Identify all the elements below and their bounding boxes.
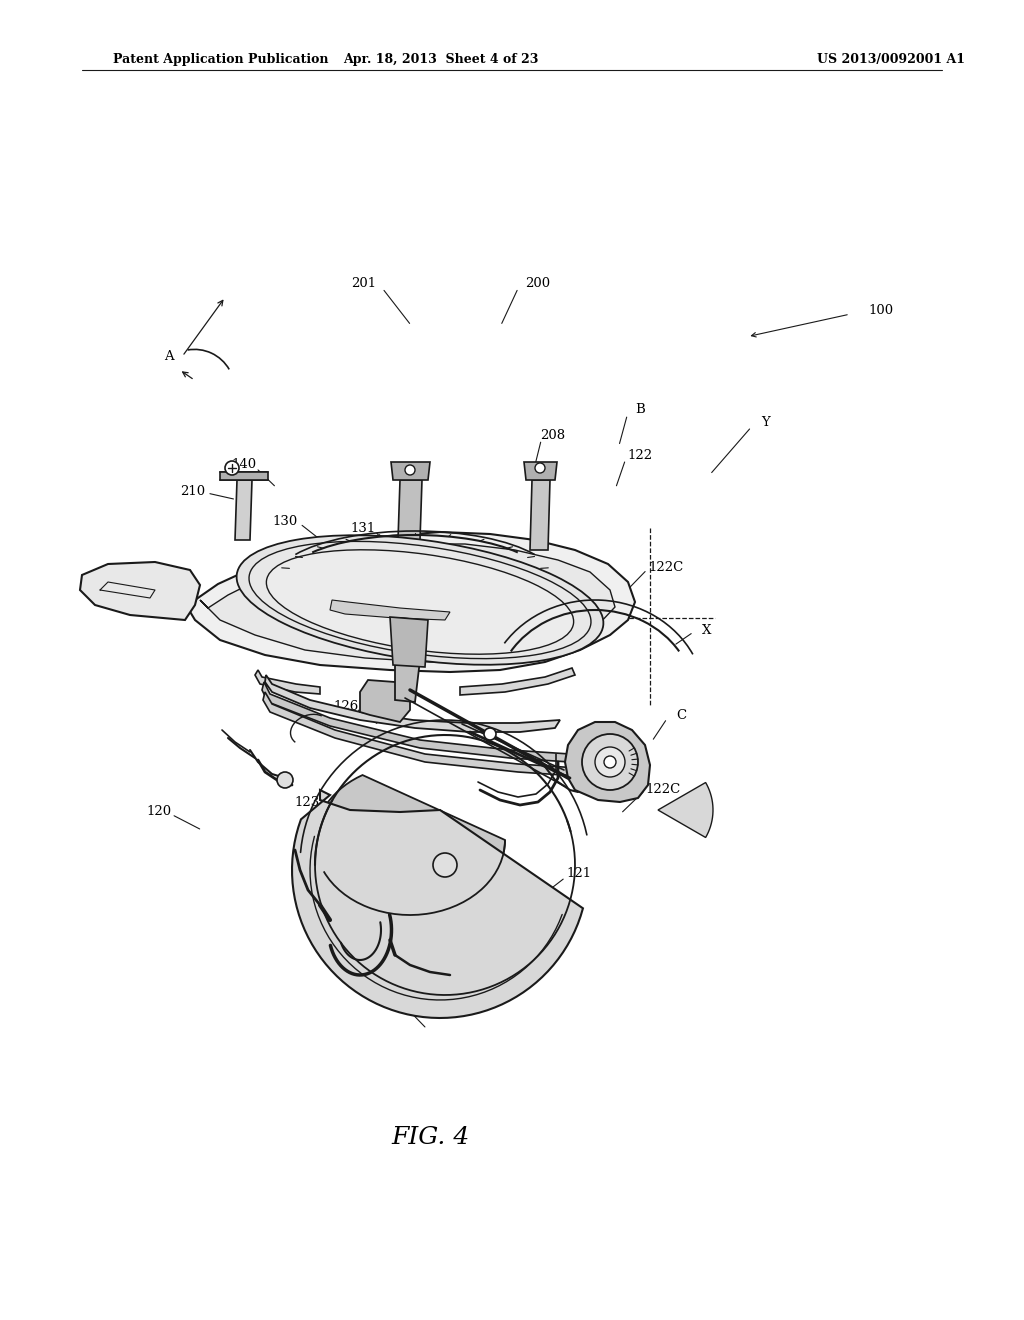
Text: 130: 130 bbox=[272, 515, 297, 528]
Text: 201: 201 bbox=[351, 277, 376, 290]
Polygon shape bbox=[234, 480, 252, 540]
Text: 120: 120 bbox=[146, 805, 171, 818]
Text: B: B bbox=[635, 403, 645, 416]
Circle shape bbox=[595, 747, 625, 777]
Polygon shape bbox=[391, 462, 430, 480]
Polygon shape bbox=[220, 473, 268, 480]
Polygon shape bbox=[262, 682, 591, 766]
Polygon shape bbox=[200, 544, 615, 663]
Polygon shape bbox=[255, 671, 319, 694]
Polygon shape bbox=[395, 618, 420, 702]
Polygon shape bbox=[330, 601, 450, 620]
Polygon shape bbox=[292, 789, 583, 1018]
Text: A: A bbox=[164, 350, 174, 363]
Text: 122C: 122C bbox=[648, 561, 683, 574]
Polygon shape bbox=[80, 562, 200, 620]
Text: 123: 123 bbox=[295, 796, 319, 809]
Circle shape bbox=[278, 772, 293, 788]
Polygon shape bbox=[180, 532, 635, 672]
Circle shape bbox=[433, 853, 457, 876]
Text: FIG. 4: FIG. 4 bbox=[391, 1126, 469, 1150]
Polygon shape bbox=[530, 480, 550, 550]
Circle shape bbox=[225, 461, 239, 475]
Text: 126: 126 bbox=[334, 700, 358, 713]
Text: 140: 140 bbox=[231, 458, 256, 471]
Text: Apr. 18, 2013  Sheet 4 of 23: Apr. 18, 2013 Sheet 4 of 23 bbox=[343, 53, 538, 66]
Ellipse shape bbox=[266, 550, 573, 655]
Text: 122: 122 bbox=[628, 449, 652, 462]
Text: Patent Application Publication: Patent Application Publication bbox=[113, 53, 328, 66]
Circle shape bbox=[535, 463, 545, 473]
Ellipse shape bbox=[237, 535, 603, 665]
Polygon shape bbox=[390, 616, 428, 667]
Polygon shape bbox=[263, 692, 600, 777]
Polygon shape bbox=[398, 480, 422, 540]
Text: C: C bbox=[676, 709, 686, 722]
Polygon shape bbox=[565, 722, 650, 803]
Text: 202: 202 bbox=[361, 554, 386, 568]
Ellipse shape bbox=[249, 541, 591, 659]
Text: 100: 100 bbox=[868, 304, 893, 317]
Circle shape bbox=[582, 734, 638, 789]
Text: US 2013/0092001 A1: US 2013/0092001 A1 bbox=[817, 53, 965, 66]
Polygon shape bbox=[315, 775, 505, 915]
Text: 210: 210 bbox=[180, 484, 205, 498]
Polygon shape bbox=[524, 462, 557, 480]
Text: 131: 131 bbox=[351, 521, 376, 535]
Polygon shape bbox=[460, 668, 575, 696]
Polygon shape bbox=[360, 680, 410, 722]
Polygon shape bbox=[658, 783, 713, 837]
Circle shape bbox=[484, 729, 496, 741]
Text: X: X bbox=[701, 624, 712, 638]
Text: 122C: 122C bbox=[646, 783, 681, 796]
Text: 200: 200 bbox=[525, 277, 550, 290]
Text: Y: Y bbox=[762, 416, 770, 429]
Text: 124: 124 bbox=[385, 999, 410, 1012]
Text: 121: 121 bbox=[566, 867, 591, 880]
Text: 208: 208 bbox=[541, 429, 565, 442]
Circle shape bbox=[604, 756, 616, 768]
Circle shape bbox=[406, 465, 415, 475]
Polygon shape bbox=[265, 675, 560, 733]
